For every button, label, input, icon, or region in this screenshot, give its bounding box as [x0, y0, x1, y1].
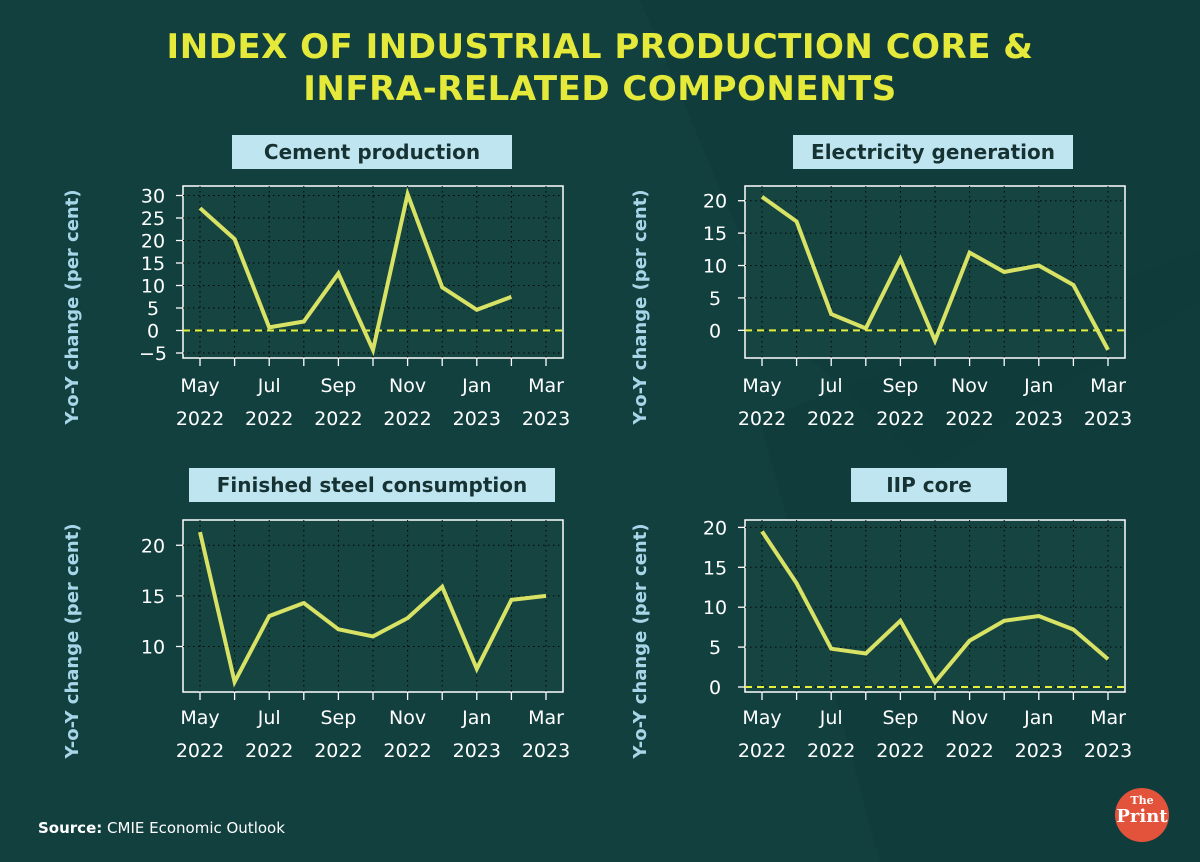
x-tick-label-year: 2022	[738, 740, 786, 762]
x-tick-label-month: Mar	[1090, 375, 1126, 397]
page-title: INDEX OF INDUSTRIAL PRODUCTION CORE & IN…	[0, 26, 1200, 110]
chart-title: Cement production	[264, 140, 480, 164]
x-tick-label-month: Mar	[528, 707, 564, 729]
x-tick-label-year: 2022	[245, 740, 293, 762]
source-text: CMIE Economic Outlook	[107, 819, 285, 837]
x-tick-label-month: Jul	[819, 707, 843, 729]
y-tick-label: 20	[141, 231, 165, 253]
y-tick-label: 5	[709, 637, 721, 659]
x-tick-label-month: Jul	[819, 375, 843, 397]
x-tick-label-year: 2023	[522, 740, 570, 762]
chart-title: Electricity generation	[811, 140, 1055, 164]
y-tick-label: 15	[703, 223, 727, 245]
y-tick-label: 15	[141, 253, 165, 275]
y-tick-label: 10	[703, 597, 727, 619]
x-tick-label-month: Jan	[1023, 707, 1053, 729]
chart-title-box	[189, 468, 555, 502]
y-tick-label: 20	[141, 535, 165, 557]
series-line	[760, 195, 1110, 351]
x-tick-label-year: 2023	[453, 740, 501, 762]
x-tick-label-month: Nov	[389, 375, 426, 397]
y-tick-label: −5	[139, 343, 167, 365]
y-tick-label: 0	[709, 677, 721, 699]
x-tick-label-year: 2022	[807, 408, 855, 430]
x-tick-label-month: Nov	[951, 707, 988, 729]
y-axis-label: Y-o-Y change (per cent)	[630, 189, 651, 425]
chart-title-box	[232, 135, 512, 169]
x-tick-label-year: 2022	[383, 408, 431, 430]
x-tick-label-month: Jan	[461, 707, 491, 729]
y-tick-label: 25	[141, 208, 165, 230]
x-tick-label-month: May	[180, 707, 219, 729]
y-tick-label: 10	[141, 637, 165, 659]
y-tick-label: 0	[147, 321, 159, 343]
the-print-logo: The Print	[1115, 788, 1169, 842]
x-tick-label-month: Sep	[882, 707, 918, 729]
x-tick-label-year: 2023	[1084, 740, 1132, 762]
source-note: Source: CMIE Economic Outlook	[38, 819, 285, 837]
y-axis-label: Y-o-Y change (per cent)	[630, 523, 651, 759]
y-tick-label: 10	[703, 256, 727, 278]
chart-panel-4: IIP core 20 15 10 5 0 May 2022 Jul 2022 Sep 2022 Nov…	[630, 468, 1132, 762]
x-tick-label-year: 2022	[383, 740, 431, 762]
y-axis-label: Y-o-Y change (per cent)	[62, 189, 83, 425]
x-tick-label-month: Sep	[320, 707, 356, 729]
x-tick-label-month: Mar	[1090, 707, 1126, 729]
x-tick-label-year: 2023	[1015, 408, 1063, 430]
x-tick-label-month: May	[742, 375, 781, 397]
x-tick-label-year: 2022	[807, 740, 855, 762]
chart-title: IIP core	[886, 473, 972, 497]
x-tick-label-year: 2022	[314, 408, 362, 430]
x-tick-label-month: Jul	[257, 707, 281, 729]
series-line	[760, 530, 1110, 686]
chart-title-box	[793, 135, 1073, 169]
x-tick-label-month: Jan	[461, 375, 491, 397]
x-tick-label-month: May	[180, 375, 219, 397]
y-tick-label: 5	[147, 298, 159, 320]
x-tick-label-year: 2022	[738, 408, 786, 430]
x-tick-label-month: Nov	[389, 707, 426, 729]
x-tick-label-year: 2022	[876, 740, 924, 762]
y-tick-label: 15	[703, 557, 727, 579]
chart-panel-2: Electricity generation 20 15 10 5 0 May 2022 Jul…	[630, 135, 1132, 430]
x-tick-label-year: 2022	[176, 740, 224, 762]
x-tick-label-month: Sep	[882, 375, 918, 397]
x-tick-label-month: May	[742, 707, 781, 729]
y-tick-label: 30	[141, 186, 165, 208]
chart-panel-3: Finished steel consumption 20 15 10 May 2022 J…	[62, 468, 570, 762]
series-line	[198, 187, 513, 357]
x-tick-label-year: 2022	[945, 408, 993, 430]
x-tick-label-year: 2023	[1015, 740, 1063, 762]
x-tick-label-year: 2023	[1084, 408, 1132, 430]
x-tick-label-year: 2023	[522, 408, 570, 430]
y-tick-label: 15	[141, 586, 165, 608]
x-tick-label-month: Sep	[320, 375, 356, 397]
x-tick-label-month: Jan	[1023, 375, 1053, 397]
y-axis-label: Y-o-Y change (per cent)	[62, 523, 83, 759]
x-tick-label-year: 2022	[245, 408, 293, 430]
x-tick-label-month: Jul	[257, 375, 281, 397]
logo-print: Print	[1116, 806, 1168, 827]
x-tick-label-year: 2022	[945, 740, 993, 762]
y-tick-label: 20	[703, 517, 727, 539]
x-tick-label-year: 2022	[876, 408, 924, 430]
y-tick-label: 10	[141, 276, 165, 298]
page-title-line-2: INFRA-RELATED COMPONENTS	[303, 69, 897, 109]
series-line	[198, 531, 547, 688]
y-tick-label: 20	[703, 191, 727, 213]
x-tick-label-year: 2022	[314, 740, 362, 762]
x-tick-label-year: 2022	[176, 408, 224, 430]
x-tick-label-month: Nov	[951, 375, 988, 397]
page-title-line-1: INDEX OF INDUSTRIAL PRODUCTION CORE &	[166, 27, 1034, 67]
x-tick-label-year: 2023	[453, 408, 501, 430]
x-tick-label-month: Mar	[528, 375, 564, 397]
y-tick-label: 0	[709, 320, 721, 342]
chart-title: Finished steel consumption	[217, 473, 528, 497]
source-label: Source:	[38, 819, 103, 837]
chart-title-box	[851, 468, 1007, 502]
y-tick-label: 5	[709, 288, 721, 310]
logo-the: The	[1130, 794, 1154, 807]
